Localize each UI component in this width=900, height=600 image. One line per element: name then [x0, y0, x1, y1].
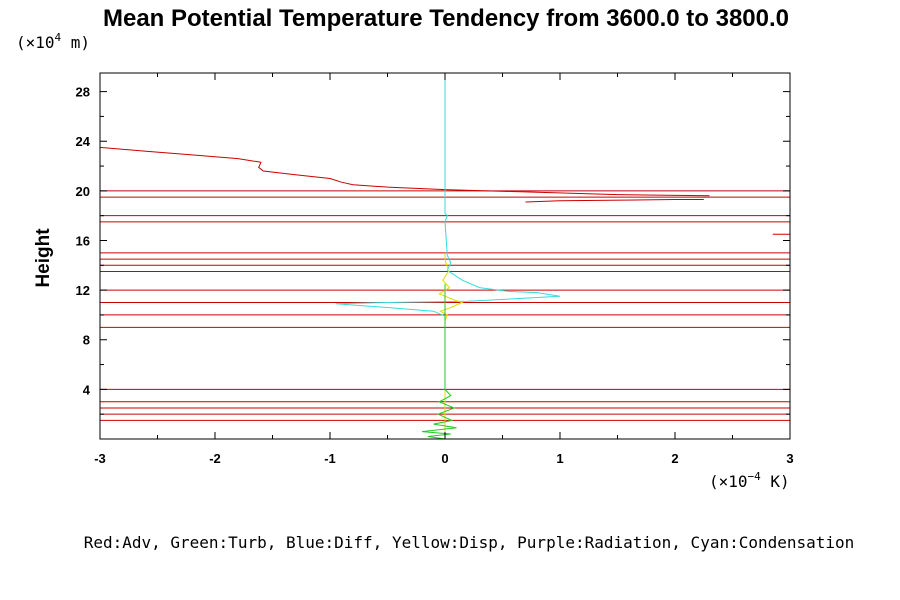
x-tick-label: 0 [441, 451, 448, 466]
legend-text: Red:Adv, Green:Turb, Blue:Diff, Yellow:D… [84, 533, 855, 552]
y-tick-label: 24 [76, 134, 91, 149]
x-tick-label: -2 [209, 451, 221, 466]
y-tick-label: 8 [83, 333, 90, 348]
series-line [99, 146, 710, 197]
x-scale-exponent: −4 [748, 470, 762, 483]
series-line [335, 73, 561, 439]
x-tick-label: 1 [556, 451, 563, 466]
y-tick-label: 16 [76, 233, 90, 248]
series-line [421, 283, 457, 440]
y-scale-exponent: 4 [55, 31, 62, 44]
y-tick-label: 28 [76, 85, 90, 100]
x-scale-label: (×10−4 K) [709, 470, 790, 491]
y-axis-label: Height [33, 228, 54, 288]
chart-title: Mean Potential Temperature Tendency from… [103, 5, 789, 32]
series-line [438, 252, 464, 439]
y-tick-label: 12 [76, 283, 90, 298]
x-tick-label: 2 [671, 451, 678, 466]
y-tick-label: 4 [83, 382, 91, 397]
x-tick-label: 3 [786, 451, 793, 466]
x-tick-label: -3 [94, 451, 106, 466]
x-tick-label: -1 [324, 451, 336, 466]
series-line [525, 199, 704, 203]
y-tick-label: 20 [76, 184, 90, 199]
y-scale-label: (×104 m) [16, 31, 90, 52]
